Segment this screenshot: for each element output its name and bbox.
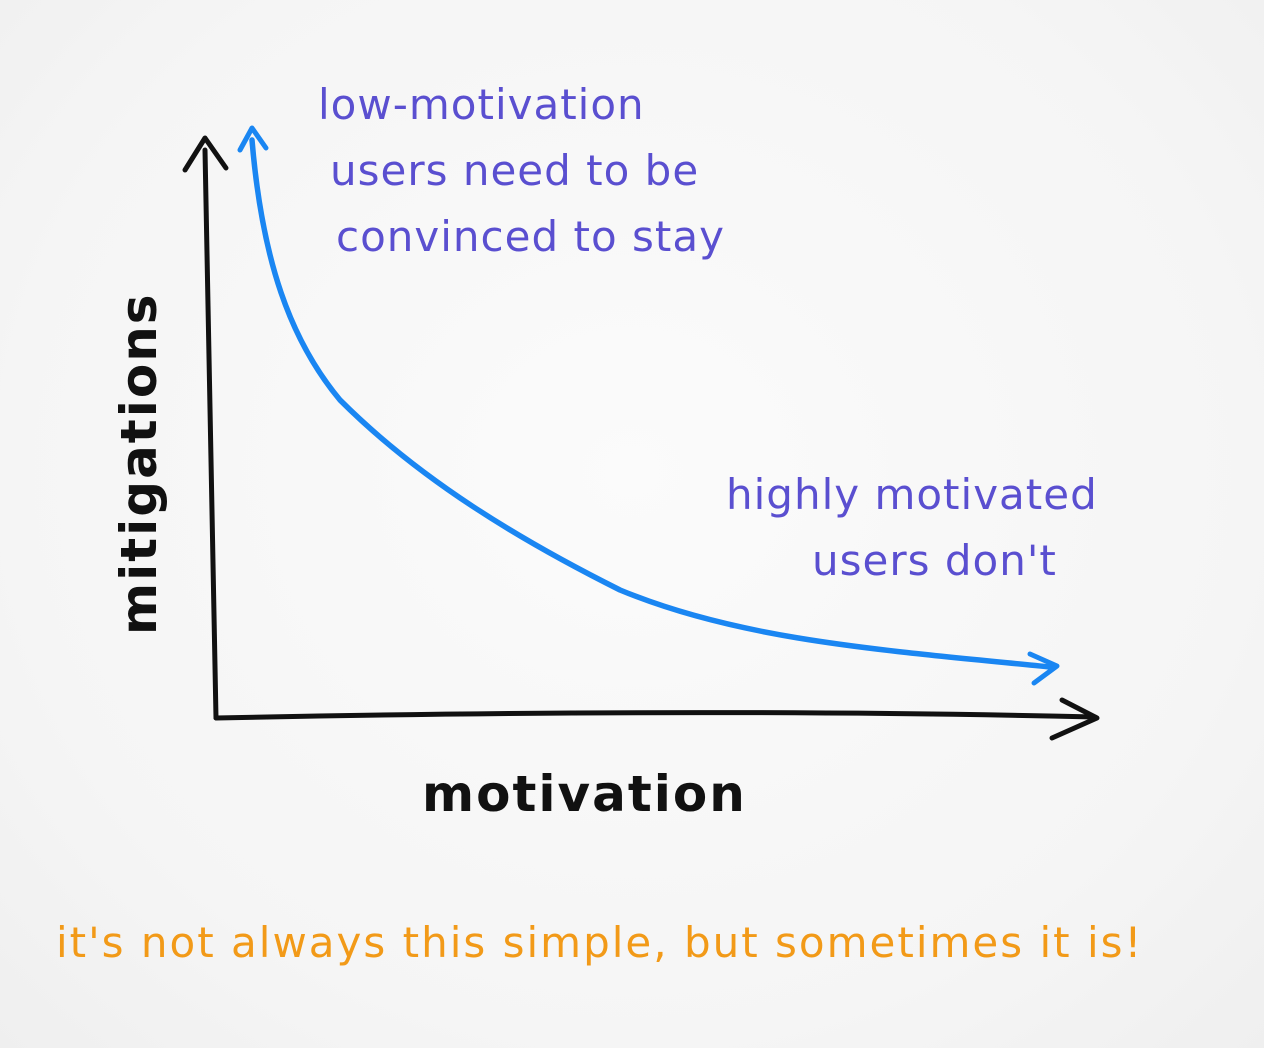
x-axis-label: motivation [422, 765, 747, 823]
annotation-line: users don't [812, 536, 1057, 585]
y-axis-label: mitigations [110, 292, 168, 635]
annotation-low-motivation: low-motivation users need to be convince… [318, 72, 725, 270]
curve-arrowhead-top [237, 125, 269, 153]
motivation-curve [249, 137, 1053, 670]
annotation-line: convinced to stay [336, 212, 725, 261]
curve-arrowhead-right [1027, 651, 1060, 686]
x-axis-arrowhead [1049, 697, 1100, 741]
annotation-line: low-motivation [318, 80, 645, 129]
y-axis-line [202, 147, 219, 721]
y-axis-arrowhead [182, 135, 229, 173]
annotation-highly-motivated: highly motivated users don't [726, 462, 1098, 594]
annotation-line: users need to be [330, 146, 700, 195]
annotation-line: highly motivated [726, 470, 1098, 519]
footer-caption: it's not always this simple, but sometim… [56, 918, 1144, 967]
x-axis-line [213, 710, 1098, 721]
